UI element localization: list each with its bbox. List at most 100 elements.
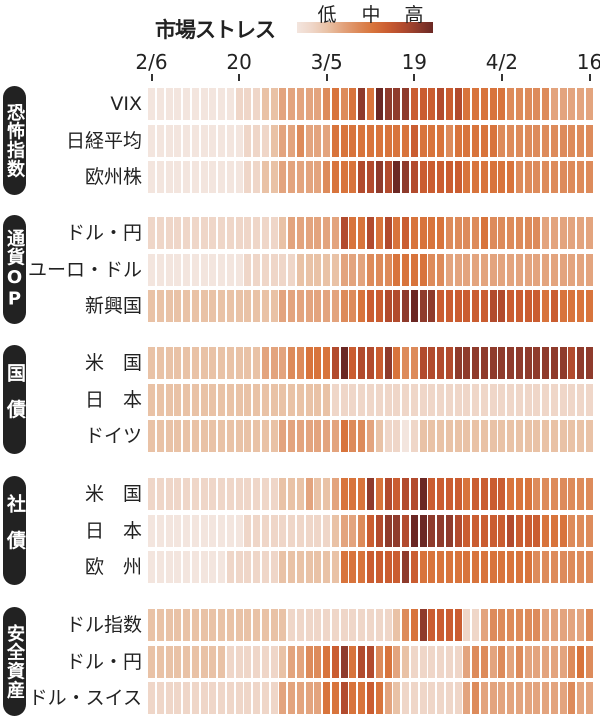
heatmap-cell xyxy=(515,645,523,678)
heatmap-cell xyxy=(463,217,471,249)
heatmap-cell xyxy=(235,161,243,193)
heatmap-cell xyxy=(358,88,366,120)
heatmap-cell xyxy=(358,383,366,416)
heatmap-cell xyxy=(226,478,234,510)
heatmap-cell xyxy=(270,682,278,714)
heatmap-cell xyxy=(296,253,304,286)
heatmap-cell xyxy=(209,124,217,157)
heatmap-cell xyxy=(261,217,269,249)
heatmap-cell xyxy=(270,478,278,510)
heatmap-cell xyxy=(463,514,471,547)
heatmap-cell xyxy=(235,347,243,379)
heatmap-cell xyxy=(454,514,462,547)
heatmap-cell xyxy=(437,217,445,249)
heatmap-cell xyxy=(419,124,427,157)
heatmap-cell xyxy=(524,514,532,547)
heatmap-cell xyxy=(296,290,304,322)
heatmap-cell xyxy=(218,682,226,714)
heatmap-cell xyxy=(393,347,401,379)
heatmap-cell xyxy=(183,347,191,379)
heatmap-cell xyxy=(270,347,278,379)
heatmap-cell xyxy=(261,609,269,641)
heatmap-cell xyxy=(542,88,550,120)
heatmap-cell xyxy=(226,551,234,583)
heatmap-cell xyxy=(454,478,462,510)
heatmap-cell xyxy=(270,290,278,322)
heatmap-cell xyxy=(340,253,348,286)
heatmap-cell xyxy=(472,217,480,249)
heatmap-cell xyxy=(323,478,331,510)
heatmap-cell xyxy=(402,161,410,193)
heatmap-cell xyxy=(191,645,199,678)
heatmap-cell xyxy=(454,551,462,583)
heatmap-cell xyxy=(498,217,506,249)
heatmap-cell xyxy=(384,88,392,120)
heatmap-cell xyxy=(428,88,436,120)
heatmap-cell xyxy=(384,383,392,416)
heatmap-cell xyxy=(183,645,191,678)
heatmap-cell xyxy=(305,514,313,547)
heatmap-cell xyxy=(402,124,410,157)
heatmap-cell xyxy=(218,124,226,157)
heatmap-cell xyxy=(524,551,532,583)
heatmap-cell xyxy=(367,514,374,547)
x-tick-label: 20 xyxy=(226,50,252,74)
row-label: ドル指数 xyxy=(65,614,142,636)
heatmap-cell xyxy=(524,253,532,286)
heatmap-cell xyxy=(428,290,436,322)
row-label: 新興国 xyxy=(84,295,142,317)
heatmap-cell xyxy=(349,645,357,678)
heatmap-cell xyxy=(305,347,313,379)
heatmap-cell xyxy=(340,124,348,157)
heatmap-cell xyxy=(358,253,366,286)
heatmap-cell xyxy=(279,347,287,379)
heatmap-cell xyxy=(568,347,576,379)
heatmap-cell xyxy=(218,609,226,641)
heatmap-cell xyxy=(524,347,532,379)
heatmap-cell xyxy=(489,383,497,416)
heatmap-cell xyxy=(209,551,217,583)
heatmap-cell xyxy=(393,88,401,120)
heatmap-cell xyxy=(261,124,269,157)
heatmap-cell xyxy=(454,347,462,379)
heatmap-cell xyxy=(244,645,252,678)
heatmap-cell xyxy=(542,217,550,249)
heatmap-cell xyxy=(454,290,462,322)
x-tick-mark xyxy=(413,74,416,81)
heatmap-cell xyxy=(419,253,427,286)
heatmap-cell xyxy=(375,478,383,510)
heatmap-cell xyxy=(402,420,410,452)
heatmap-cell xyxy=(183,88,191,120)
heatmap-cell xyxy=(384,682,392,714)
heatmap-cell xyxy=(375,420,383,452)
heatmap-cell xyxy=(244,478,252,510)
heatmap-cell xyxy=(507,645,515,678)
heatmap-cell xyxy=(331,217,339,249)
heatmap-cell xyxy=(244,609,252,641)
heatmap-cell xyxy=(148,609,155,641)
heatmap-cell xyxy=(419,645,427,678)
heatmap-cell xyxy=(454,682,462,714)
heatmap-cell xyxy=(235,290,243,322)
heatmap-cell xyxy=(331,682,339,714)
heatmap-cell xyxy=(454,645,462,678)
heatmap-cell xyxy=(261,347,269,379)
heatmap-cell xyxy=(358,682,366,714)
heatmap-cell xyxy=(533,645,541,678)
heatmap-cell xyxy=(550,383,558,416)
heatmap-cell xyxy=(568,420,576,452)
heatmap-cell xyxy=(428,682,436,714)
heatmap-cell xyxy=(296,161,304,193)
heatmap-cell xyxy=(472,420,480,452)
heatmap-cell xyxy=(314,217,322,249)
heatmap-cell xyxy=(314,609,322,641)
heatmap-cell xyxy=(314,124,322,157)
heatmap-cell xyxy=(498,420,506,452)
heatmap-cell xyxy=(410,124,418,157)
heatmap-cell xyxy=(156,124,164,157)
heatmap-cell xyxy=(437,161,445,193)
heatmap-cell xyxy=(191,290,199,322)
heatmap-cell xyxy=(445,161,453,193)
heatmap-cell xyxy=(480,420,488,452)
heatmap-cell xyxy=(375,383,383,416)
